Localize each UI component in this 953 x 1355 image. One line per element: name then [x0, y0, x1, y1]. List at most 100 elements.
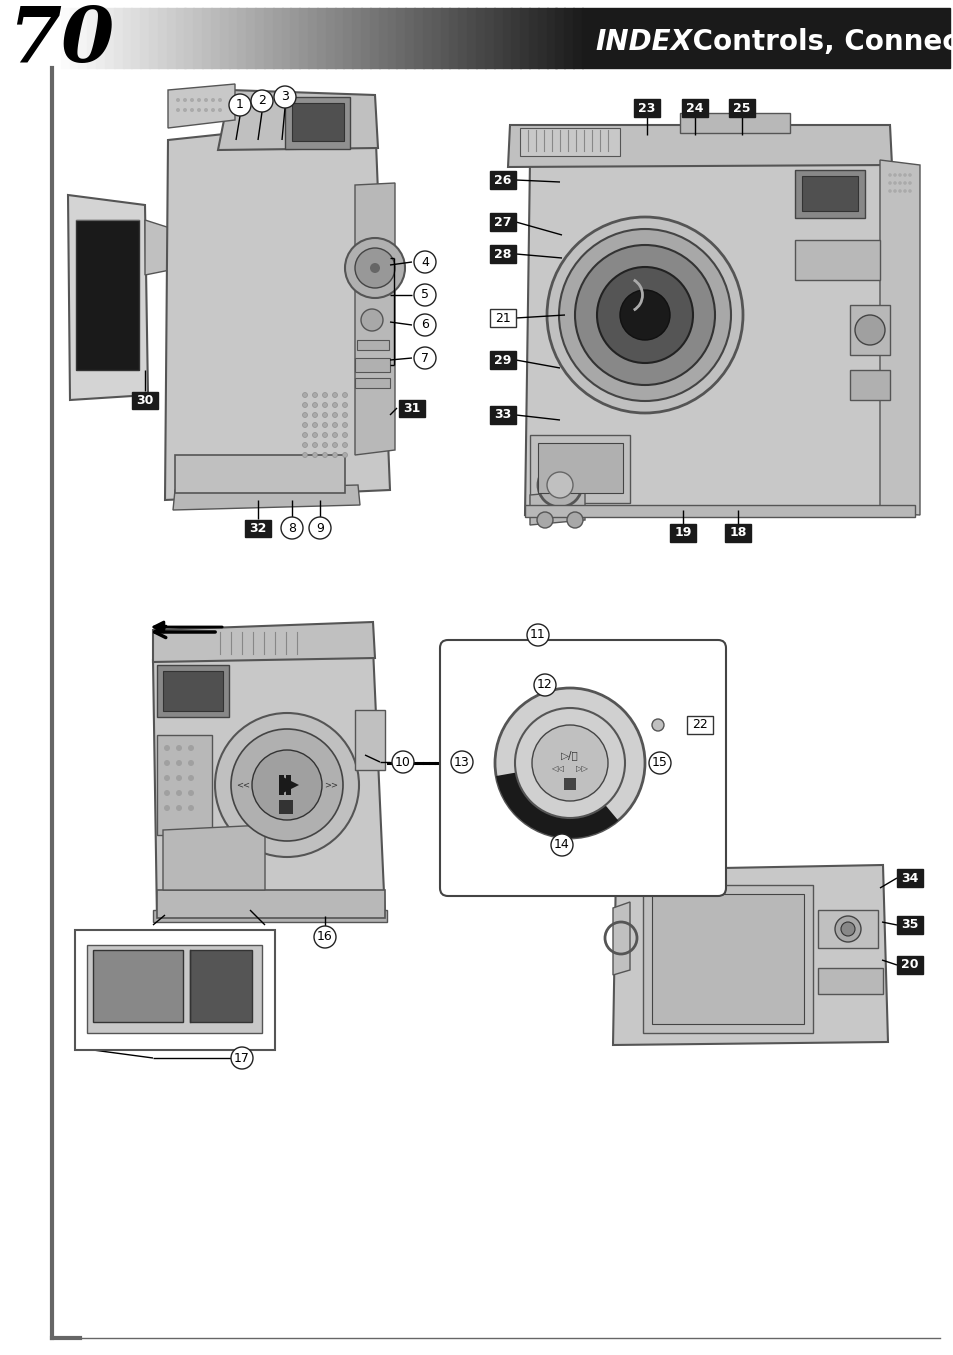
Text: 30: 30: [136, 393, 153, 406]
Circle shape: [164, 760, 170, 766]
Circle shape: [164, 790, 170, 795]
Bar: [449, 8, 458, 68]
Polygon shape: [145, 220, 170, 275]
Circle shape: [414, 251, 436, 272]
Circle shape: [854, 314, 884, 346]
Bar: [849, 305, 889, 355]
Bar: [273, 8, 282, 68]
Text: 21: 21: [495, 312, 511, 324]
Bar: [414, 8, 423, 68]
Circle shape: [175, 745, 182, 751]
Text: Controls, Connectors And Indicators: Controls, Connectors And Indicators: [682, 28, 953, 56]
Bar: [581, 8, 949, 68]
Bar: [484, 8, 495, 68]
Circle shape: [834, 916, 861, 942]
Circle shape: [370, 263, 379, 272]
Bar: [278, 799, 293, 814]
Text: 23: 23: [638, 102, 655, 115]
Circle shape: [333, 393, 337, 397]
Text: 5: 5: [420, 289, 429, 302]
Bar: [152, 911, 387, 921]
Bar: [149, 8, 159, 68]
Circle shape: [887, 190, 891, 192]
Circle shape: [648, 752, 670, 774]
Circle shape: [175, 108, 180, 112]
Circle shape: [164, 745, 170, 751]
Circle shape: [274, 85, 295, 108]
Text: 8: 8: [288, 522, 295, 534]
Bar: [476, 8, 485, 68]
Circle shape: [360, 309, 382, 331]
Bar: [896, 957, 923, 974]
Text: 2: 2: [258, 95, 266, 107]
Bar: [157, 665, 229, 717]
Text: 12: 12: [537, 679, 553, 691]
Bar: [75, 930, 274, 1050]
Circle shape: [532, 725, 607, 801]
Bar: [440, 8, 450, 68]
Polygon shape: [218, 89, 377, 150]
Text: 13: 13: [454, 756, 470, 768]
Circle shape: [302, 453, 307, 458]
Circle shape: [302, 423, 307, 427]
Circle shape: [333, 453, 337, 458]
Circle shape: [342, 393, 347, 397]
Text: 1: 1: [235, 99, 244, 111]
Bar: [113, 8, 124, 68]
Bar: [92, 950, 183, 1022]
Circle shape: [183, 98, 187, 102]
Circle shape: [313, 432, 317, 438]
Polygon shape: [450, 756, 465, 770]
Bar: [669, 524, 696, 542]
Bar: [254, 8, 265, 68]
Circle shape: [651, 720, 663, 730]
Bar: [132, 8, 141, 68]
Circle shape: [204, 98, 208, 102]
Bar: [387, 8, 397, 68]
Circle shape: [898, 182, 901, 184]
Bar: [490, 245, 516, 263]
Circle shape: [188, 760, 193, 766]
Circle shape: [175, 805, 182, 812]
Text: 28: 28: [494, 248, 511, 260]
Circle shape: [313, 393, 317, 397]
Circle shape: [414, 285, 436, 306]
Circle shape: [314, 925, 335, 948]
Circle shape: [526, 625, 548, 646]
Text: 70: 70: [8, 4, 114, 79]
Circle shape: [175, 98, 180, 102]
Bar: [76, 220, 139, 370]
Text: 25: 25: [733, 102, 750, 115]
Circle shape: [302, 393, 307, 397]
Circle shape: [887, 182, 891, 184]
Bar: [801, 176, 857, 211]
Bar: [378, 8, 388, 68]
Circle shape: [302, 402, 307, 408]
Text: 11: 11: [530, 629, 545, 641]
Bar: [356, 340, 389, 350]
Wedge shape: [496, 763, 618, 837]
Circle shape: [495, 688, 644, 837]
Circle shape: [898, 190, 901, 192]
Text: INDEX: INDEX: [595, 28, 691, 56]
Text: 19: 19: [674, 527, 691, 539]
Polygon shape: [165, 118, 390, 500]
Bar: [278, 775, 284, 795]
Text: 29: 29: [494, 354, 511, 366]
Circle shape: [546, 472, 573, 499]
Polygon shape: [879, 160, 919, 515]
Circle shape: [322, 432, 327, 438]
Circle shape: [231, 729, 343, 841]
Circle shape: [322, 412, 327, 417]
Polygon shape: [355, 183, 395, 455]
Bar: [355, 358, 390, 373]
Circle shape: [333, 423, 337, 427]
Circle shape: [281, 518, 303, 539]
Text: 10: 10: [395, 756, 411, 768]
Bar: [519, 8, 530, 68]
Bar: [467, 8, 476, 68]
Circle shape: [575, 245, 714, 385]
Bar: [555, 8, 565, 68]
Bar: [96, 8, 106, 68]
Circle shape: [252, 751, 322, 820]
